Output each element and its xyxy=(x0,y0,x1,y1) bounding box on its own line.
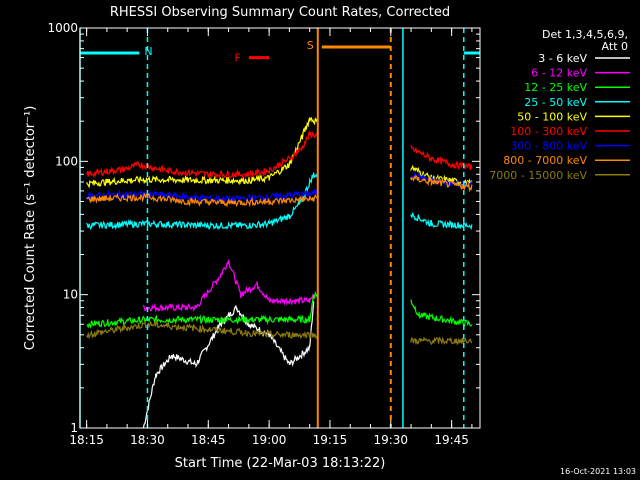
x-tick-label: 18:15 xyxy=(69,433,104,447)
series-line-6 xyxy=(86,130,473,180)
x-tick-label: 19:15 xyxy=(313,433,348,447)
series-line-2 xyxy=(142,259,315,313)
legend-item-label: 3 - 6 keV xyxy=(538,52,587,65)
series-line-9 xyxy=(86,320,473,346)
legend: Det 1,3,4,5,6,9,Att 0 3 - 6 keV 6 - 12 keV… xyxy=(489,28,630,182)
x-tick-label: 19:00 xyxy=(252,433,287,447)
plot-frame xyxy=(79,27,481,429)
series-line-4 xyxy=(86,172,473,231)
series-line-8 xyxy=(86,174,473,208)
night-marker-label: N xyxy=(144,45,152,58)
y-tick-label: 1 xyxy=(70,421,78,435)
y-tick-label: 100 xyxy=(55,154,78,168)
y-tick-label: 10 xyxy=(63,288,78,302)
chart-title: RHESSI Observing Summary Count Rates, Co… xyxy=(110,5,450,20)
legend-item-label: 7000 - 15000 keV xyxy=(489,169,587,182)
y-tick-label: 1000 xyxy=(47,21,78,35)
x-tick-label: 18:45 xyxy=(191,433,226,447)
y-axis-label: Corrected Count Rate (s⁻¹ detector⁻¹) xyxy=(23,106,38,351)
legend-header-line: Att 0 xyxy=(602,40,628,53)
axes: 1 10 100 1000 18:15 18:30 18:45 19:00 19:15 19:30… xyxy=(47,21,481,447)
series-line-1 xyxy=(142,301,315,429)
series-line-3 xyxy=(86,291,473,330)
legend-item-label: 300 - 800 keV xyxy=(510,140,587,153)
timestamp-note: 16-Oct-2021 13:03 xyxy=(560,467,636,476)
legend-item-label: 50 - 100 keV xyxy=(517,110,587,123)
legend-item-label: 100 - 300 keV xyxy=(510,125,587,138)
x-axis-label: Start Time (22-Mar-03 18:13:22) xyxy=(175,456,386,471)
legend-item-label: 25 - 50 keV xyxy=(524,96,587,109)
x-tick-label: 19:45 xyxy=(434,433,469,447)
saa-marker-label: S xyxy=(307,39,314,52)
x-tick-label: 18:30 xyxy=(130,433,165,447)
legend-item-label: 800 - 7000 keV xyxy=(503,154,587,167)
legend-item-label: 6 - 12 keV xyxy=(531,67,587,80)
plot-area: N F S xyxy=(79,28,480,429)
flare-marker-label: F xyxy=(235,52,241,65)
legend-header-line: Det 1,3,4,5,6,9, xyxy=(542,28,628,41)
x-tick-label: 19:30 xyxy=(373,433,408,447)
legend-item-label: 12 - 25 keV xyxy=(524,81,587,94)
